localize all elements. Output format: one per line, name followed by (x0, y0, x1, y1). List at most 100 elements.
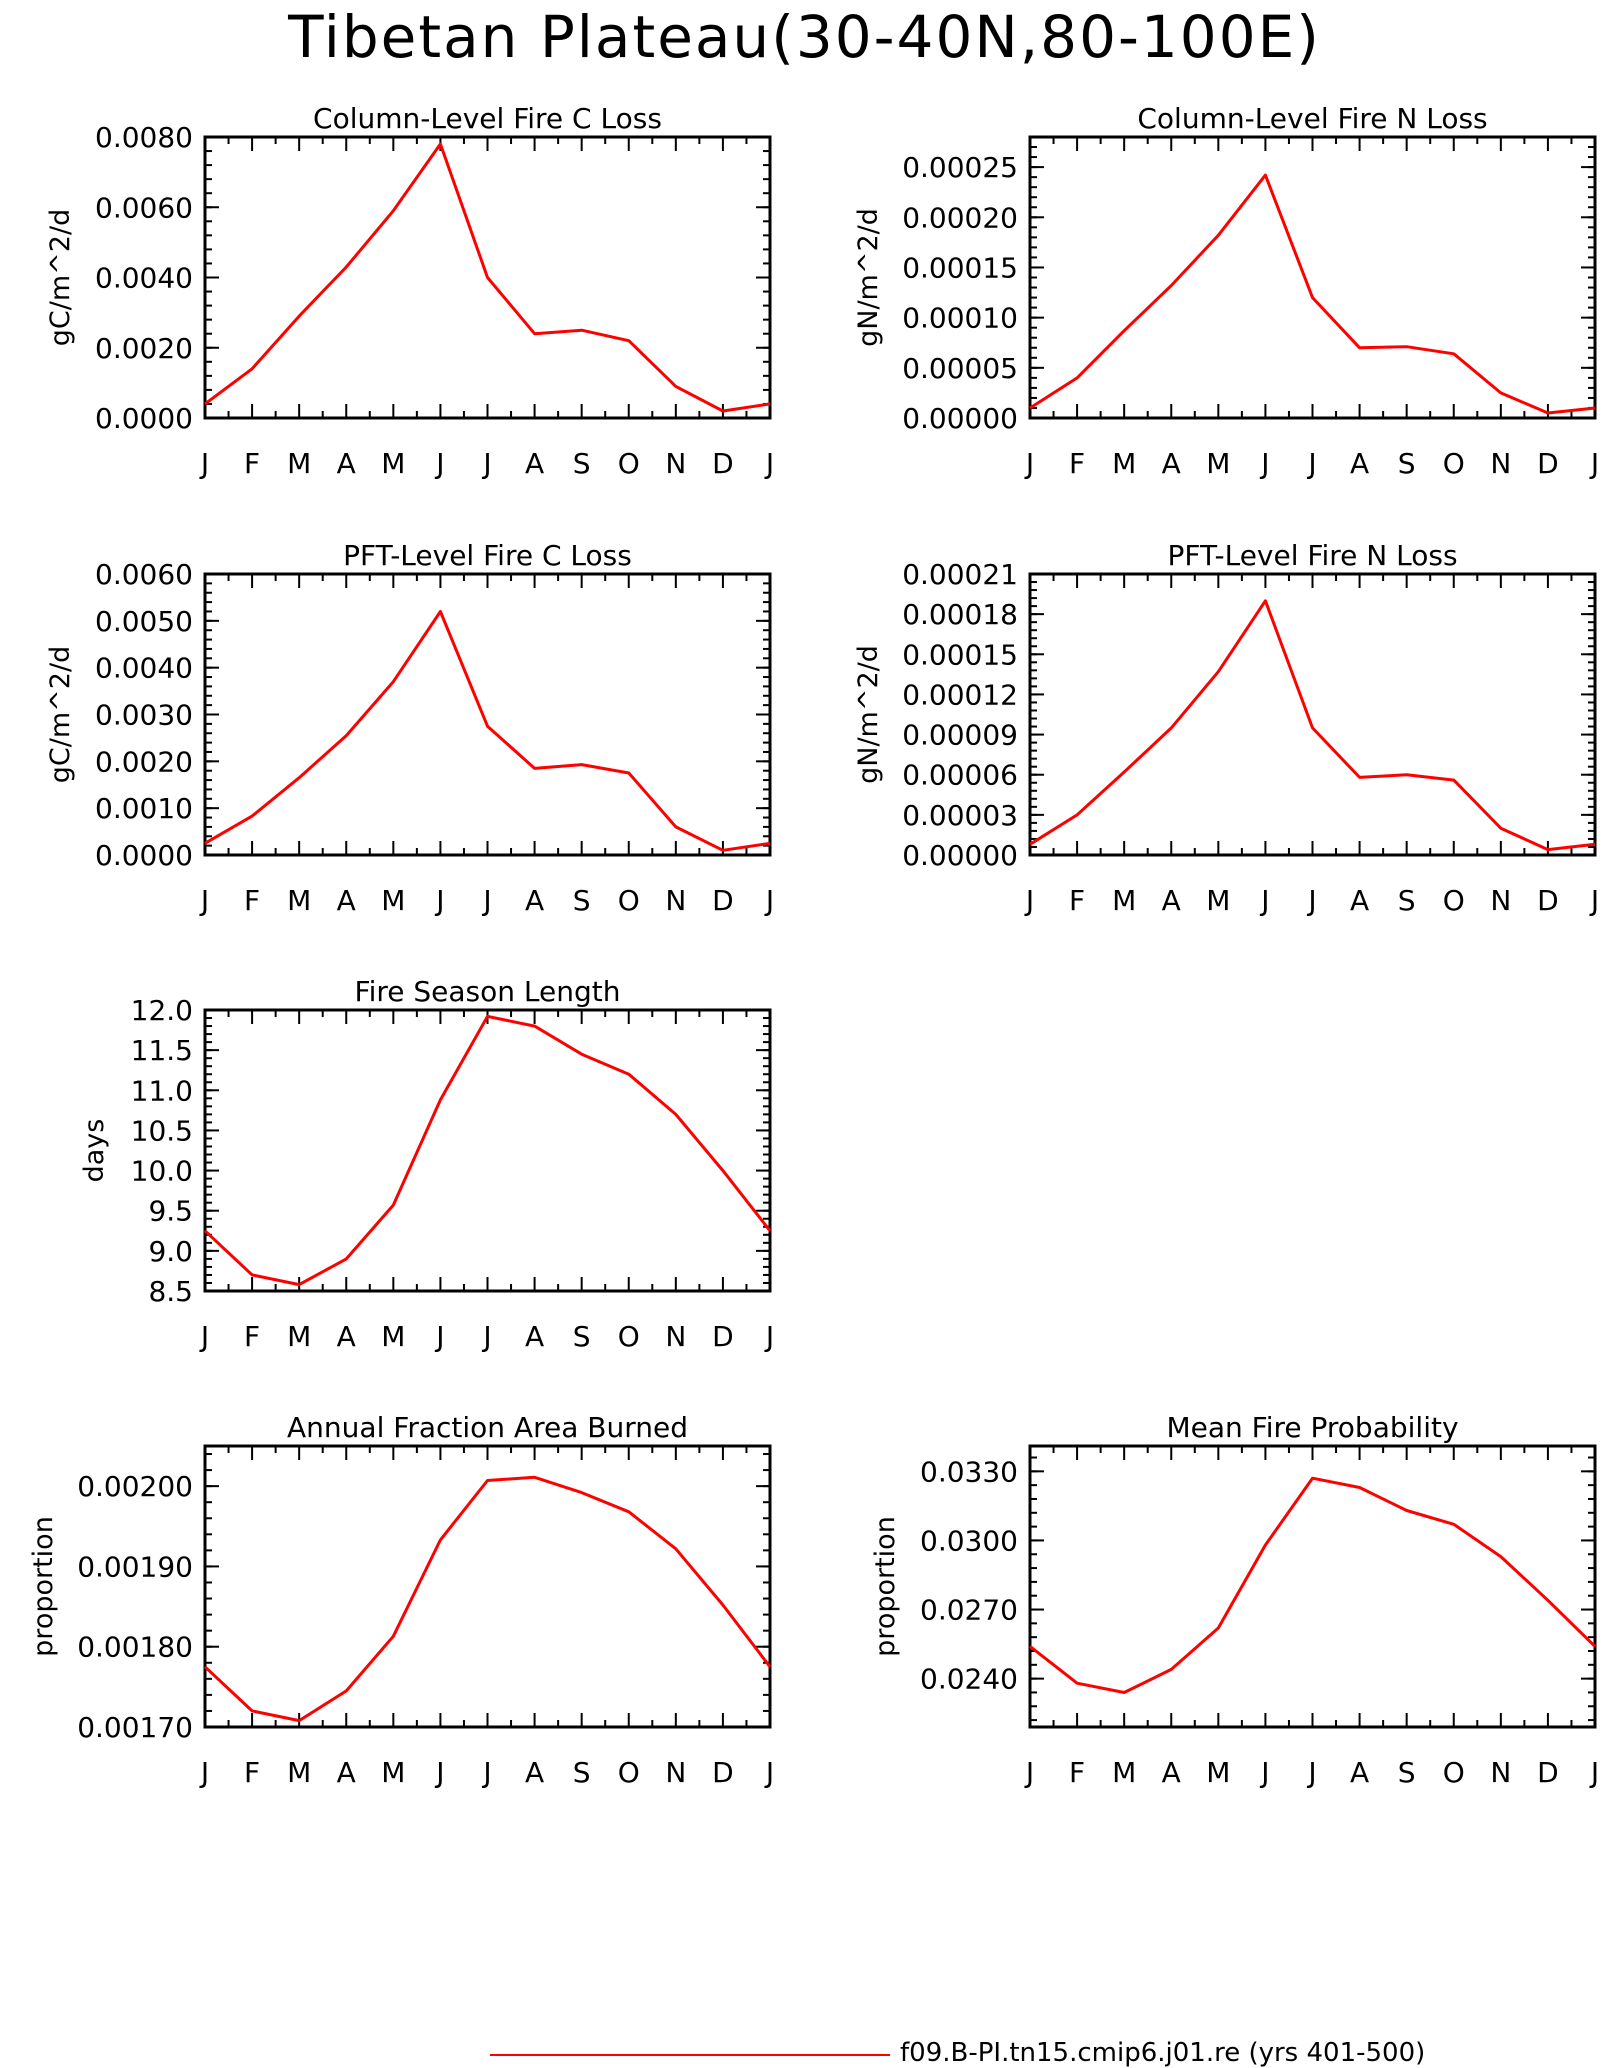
x-tick-label: S (573, 1756, 591, 1789)
x-tick-label: M (381, 1320, 405, 1353)
y-tick-label: 11.5 (131, 1034, 193, 1067)
x-tick-label: J (1259, 1756, 1269, 1789)
x-tick-label: F (1069, 884, 1085, 917)
x-tick-label: A (337, 1320, 356, 1353)
y-tick-label: 0.0240 (920, 1663, 1018, 1696)
y-tick-label: 0.00000 (902, 402, 1018, 435)
y-axis-label: gN/m^2/d (853, 645, 884, 784)
y-tick-label: 0.0050 (95, 605, 193, 638)
x-tick-label: S (573, 884, 591, 917)
x-tick-label: J (199, 447, 209, 480)
y-tick-label: 0.0060 (95, 558, 193, 591)
x-tick-label: J (434, 1756, 444, 1789)
x-tick-label: O (618, 1756, 640, 1789)
y-tick-label: 0.00025 (902, 151, 1018, 184)
y-tick-label: 0.0040 (95, 262, 193, 295)
x-tick-label: A (525, 884, 544, 917)
plot-frame (1028, 1444, 1597, 1729)
x-tick-label: J (481, 1320, 491, 1353)
x-tick-label: M (287, 447, 311, 480)
x-tick-label: J (1589, 884, 1599, 917)
x-tick-label: F (1069, 447, 1085, 480)
legend-line (490, 2054, 890, 2056)
x-tick-label: M (1112, 884, 1136, 917)
x-tick-label: M (381, 884, 405, 917)
x-tick-label: D (1537, 884, 1559, 917)
y-tick-label: 0.00006 (902, 759, 1018, 792)
y-tick-label: 11.0 (131, 1074, 193, 1107)
y-axis-label: gN/m^2/d (853, 208, 884, 347)
x-tick-label: A (1350, 447, 1369, 480)
series-line (1029, 599, 1596, 852)
y-tick-label: 0.0040 (95, 652, 193, 685)
y-tick-label: 0.0030 (95, 699, 193, 732)
x-tick-label: A (1162, 884, 1181, 917)
x-tick-label: M (1206, 884, 1230, 917)
x-tick-label: J (199, 1756, 209, 1789)
plot-frame (203, 1008, 772, 1293)
x-tick-label: S (1398, 447, 1416, 480)
x-tick-label: J (1306, 884, 1316, 917)
y-tick-label: 0.0020 (95, 332, 193, 365)
series-line (204, 142, 771, 413)
y-tick-label: 10.5 (131, 1114, 193, 1147)
series-line (1029, 1476, 1597, 1694)
x-tick-label: M (1112, 1756, 1136, 1789)
plot-frame (203, 1444, 772, 1729)
x-tick-label: S (1398, 1756, 1416, 1789)
x-tick-label: J (199, 884, 209, 917)
plot-frame (1028, 572, 1597, 857)
x-tick-label: N (1490, 1756, 1511, 1789)
plot-title: PFT-Level Fire C Loss (343, 539, 632, 572)
x-tick-label: N (665, 1756, 686, 1789)
x-tick-label: J (1589, 447, 1599, 480)
x-tick-label: J (1259, 447, 1269, 480)
x-tick-label: J (1589, 1756, 1599, 1789)
x-tick-label: A (337, 447, 356, 480)
x-tick-label: A (525, 447, 544, 480)
x-tick-label: J (764, 884, 774, 917)
y-tick-label: 9.5 (148, 1195, 193, 1228)
x-tick-label: M (381, 1756, 405, 1789)
x-tick-label: A (337, 884, 356, 917)
x-tick-label: D (1537, 447, 1559, 480)
y-tick-label: 9.0 (148, 1235, 193, 1268)
x-tick-label: A (1350, 1756, 1369, 1789)
y-tick-label: 0.00020 (902, 201, 1018, 234)
y-tick-label: 0.00200 (77, 1470, 193, 1503)
y-tick-label: 0.00170 (77, 1711, 193, 1744)
y-tick-label: 0.0010 (95, 792, 193, 825)
y-axis-label: gC/m^2/d (45, 646, 76, 783)
x-tick-label: S (573, 447, 591, 480)
x-tick-label: A (525, 1320, 544, 1353)
x-tick-label: M (287, 1756, 311, 1789)
x-tick-label: O (1443, 884, 1465, 917)
x-tick-label: O (618, 1320, 640, 1353)
x-tick-label: S (1398, 884, 1416, 917)
y-tick-label: 8.5 (148, 1275, 193, 1308)
y-tick-label: 0.0300 (920, 1524, 1018, 1557)
x-tick-label: J (1024, 1756, 1034, 1789)
y-tick-label: 0.00021 (902, 558, 1018, 591)
plot-title: Column-Level Fire N Loss (1137, 102, 1487, 135)
series-line (203, 1475, 772, 1723)
x-tick-label: N (665, 1320, 686, 1353)
x-tick-label: J (1306, 447, 1316, 480)
x-tick-label: O (618, 447, 640, 480)
x-tick-label: J (764, 447, 774, 480)
x-tick-label: N (1490, 884, 1511, 917)
x-tick-label: J (1259, 884, 1269, 917)
x-tick-label: M (1206, 447, 1230, 480)
series-line (203, 1014, 772, 1287)
y-tick-label: 0.00015 (902, 638, 1018, 671)
x-tick-label: N (665, 884, 686, 917)
y-axis-label: gC/m^2/d (45, 209, 76, 346)
plot-title: PFT-Level Fire N Loss (1167, 539, 1457, 572)
y-tick-label: 10.0 (131, 1155, 193, 1188)
x-tick-label: J (481, 884, 491, 917)
y-tick-label: 0.00190 (77, 1550, 193, 1583)
y-tick-label: 0.0020 (95, 745, 193, 778)
y-tick-label: 0.00000 (902, 839, 1018, 872)
y-axis-label: days (79, 1119, 110, 1183)
